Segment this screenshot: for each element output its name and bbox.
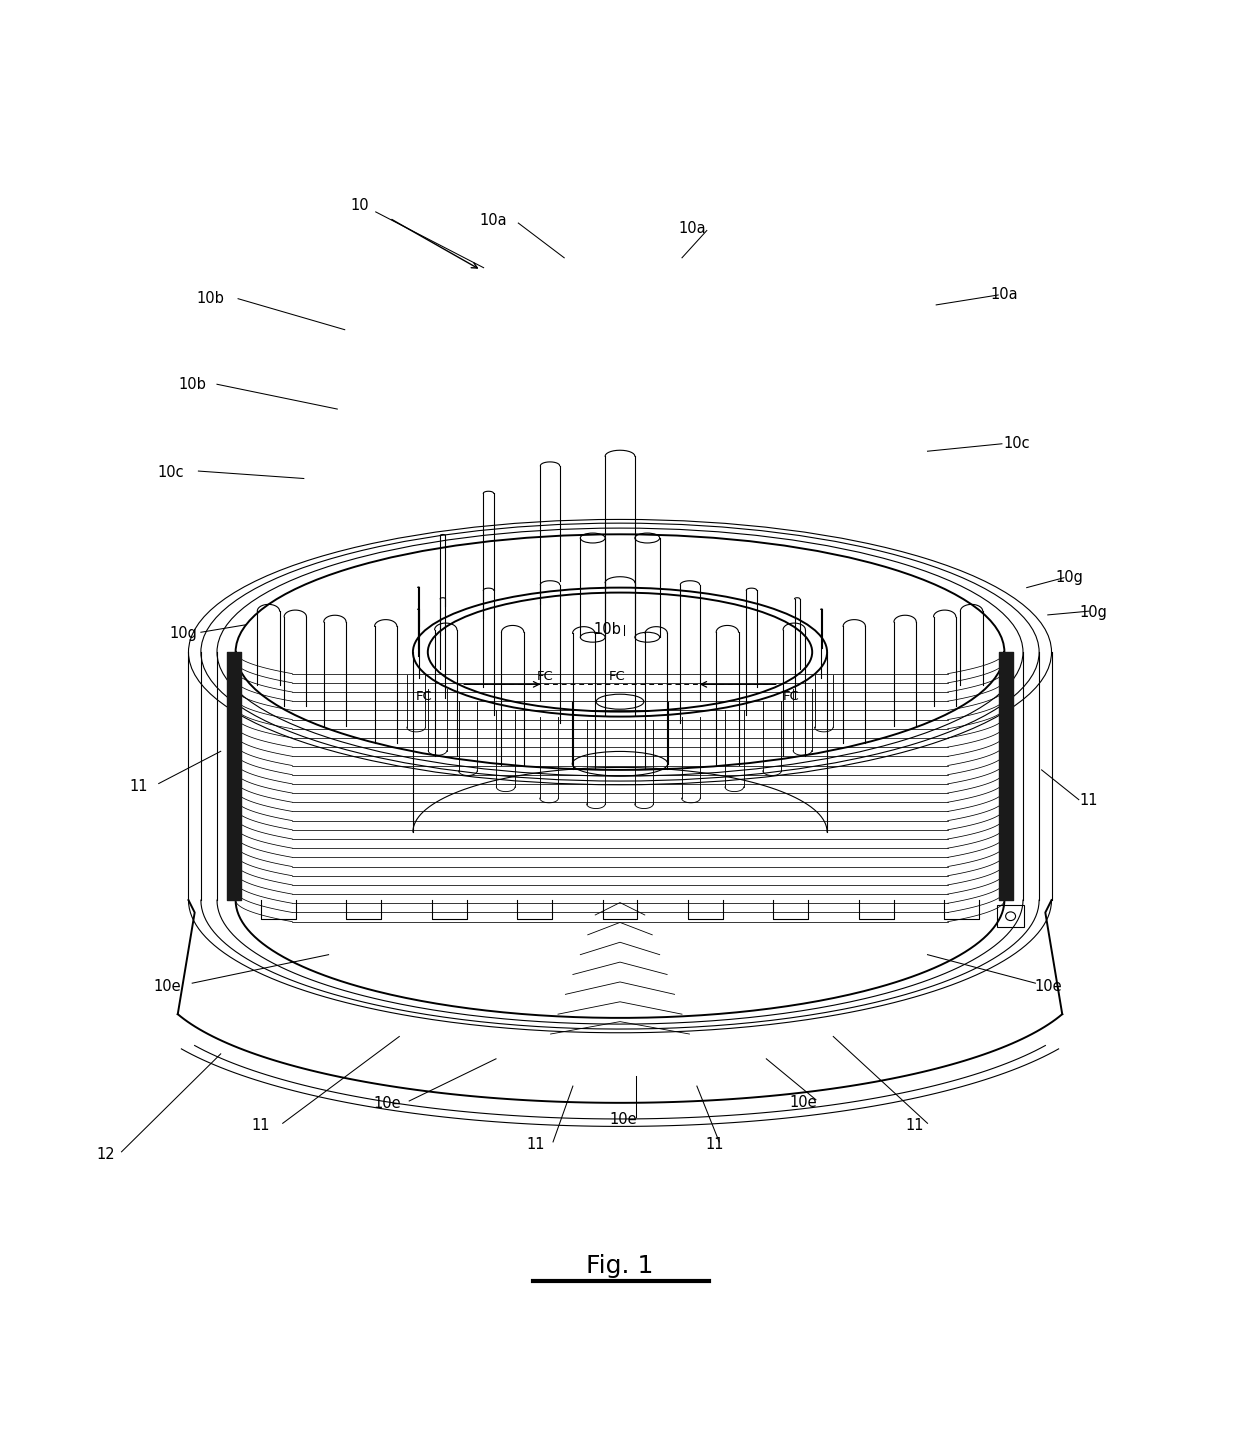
Text: FC: FC: [782, 690, 800, 703]
Text: 10c: 10c: [157, 465, 185, 479]
Text: 10b: 10b: [179, 376, 206, 392]
Text: 10a: 10a: [991, 288, 1018, 302]
Text: FC: FC: [609, 670, 626, 683]
Text: FC: FC: [537, 670, 554, 683]
Text: 11: 11: [130, 779, 148, 793]
Text: 10b: 10b: [197, 291, 224, 307]
Text: 11: 11: [252, 1119, 269, 1133]
Text: Fig. 1: Fig. 1: [587, 1254, 653, 1277]
Text: 10g: 10g: [170, 626, 197, 641]
Text: 11: 11: [906, 1119, 924, 1133]
Text: 10g: 10g: [1080, 604, 1107, 620]
Text: 10b: 10b: [594, 622, 621, 638]
Text: 11: 11: [1080, 793, 1097, 808]
Text: 10a: 10a: [480, 214, 507, 228]
Text: FC: FC: [415, 690, 433, 703]
Text: 10e: 10e: [373, 1096, 401, 1112]
Text: 12: 12: [95, 1146, 115, 1162]
Bar: [997, 905, 1024, 927]
Text: 10c: 10c: [1003, 436, 1030, 452]
Text: 10: 10: [350, 198, 370, 214]
Text: 10a: 10a: [678, 221, 706, 235]
Text: 10e: 10e: [154, 979, 181, 994]
Text: 10e: 10e: [790, 1094, 817, 1110]
Text: 10e: 10e: [1034, 979, 1061, 994]
Text: 11: 11: [527, 1136, 544, 1152]
Text: 10g: 10g: [1055, 570, 1083, 586]
Text: 11: 11: [706, 1136, 723, 1152]
Text: 10e: 10e: [610, 1112, 637, 1128]
